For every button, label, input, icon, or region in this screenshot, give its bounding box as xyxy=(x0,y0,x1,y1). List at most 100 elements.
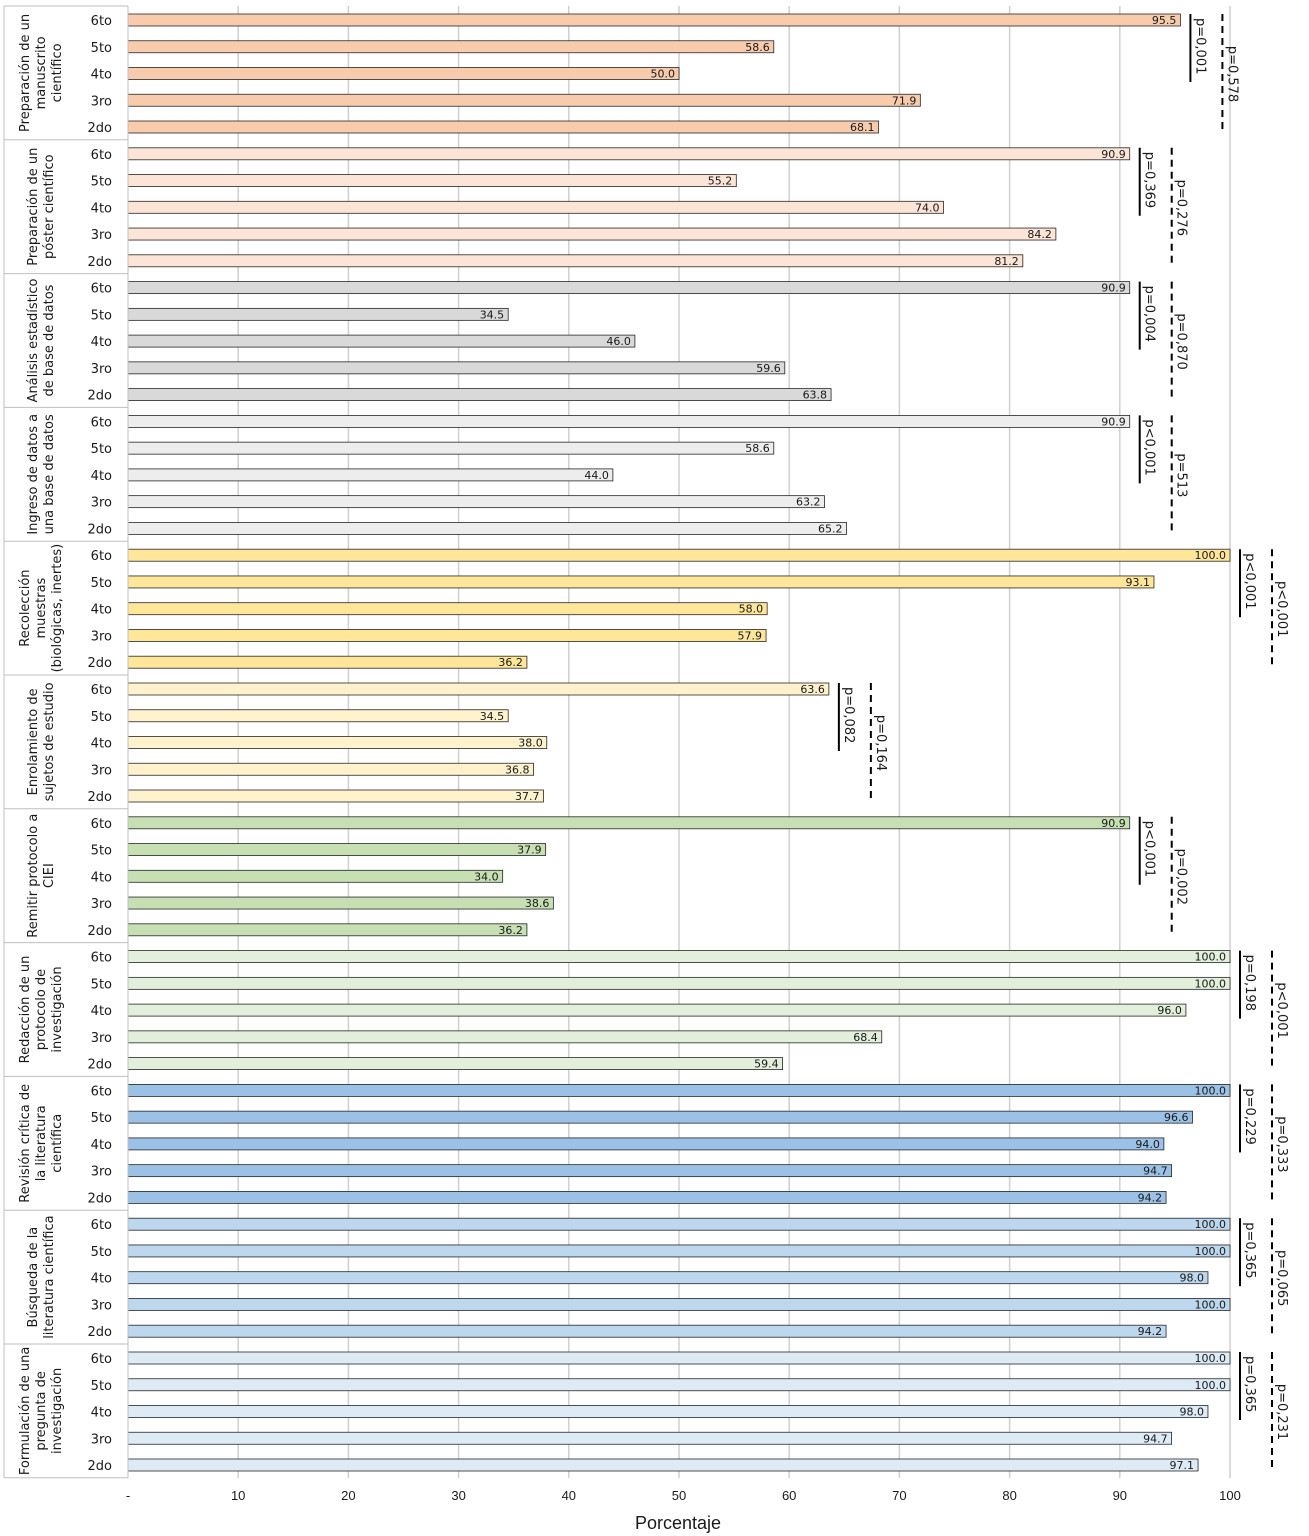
group-label-line: protocolo de xyxy=(34,969,49,1050)
group-label-line: pregunta de xyxy=(34,1371,49,1451)
category-label: 6to xyxy=(91,817,112,832)
group-label: Redacción de unprotocolo deinvestigación xyxy=(18,956,65,1064)
p-solid-label: p=0,365 xyxy=(1242,1222,1257,1278)
bar xyxy=(127,602,768,616)
p-dashed-label: p=0,164 xyxy=(873,715,888,771)
category-label: 5to xyxy=(91,710,112,725)
bar-value-label: 65.2 xyxy=(818,522,843,535)
category-label: 4to xyxy=(91,603,112,618)
category-label: 4to xyxy=(91,469,112,484)
bar xyxy=(127,13,1181,27)
category-label: 2do xyxy=(88,790,113,805)
p-solid-label: p=0,198 xyxy=(1242,955,1257,1011)
category-label: 5to xyxy=(91,41,112,56)
group-label: Preparación de unmanuscritocientífico xyxy=(18,14,65,132)
bar-value-label: 90.9 xyxy=(1101,415,1126,428)
category-label: 6to xyxy=(91,1352,112,1367)
bar-value-label: 94.7 xyxy=(1143,1165,1168,1178)
group-label-line: Análisis estadístico xyxy=(26,279,41,403)
category-label: 4to xyxy=(91,870,112,885)
group-label-line: Redacción de un xyxy=(18,956,33,1064)
group-label-line: Remitir protocolo a xyxy=(26,814,41,938)
x-tick-label: 40 xyxy=(562,1488,576,1503)
group-label-line: manuscrito xyxy=(34,36,49,109)
bar xyxy=(127,441,775,455)
bar xyxy=(127,200,944,214)
bar-value-label: 71.9 xyxy=(892,94,917,107)
category-label: 4to xyxy=(91,737,112,752)
x-tick-label: 60 xyxy=(782,1488,796,1503)
bar-value-label: 94.0 xyxy=(1135,1138,1160,1151)
bar-value-label: 100.0 xyxy=(1195,1352,1227,1365)
bar-value-label: 100.0 xyxy=(1195,1379,1227,1392)
category-label: 2do xyxy=(88,656,113,671)
p-solid-label: p<0,001 xyxy=(1142,419,1157,475)
bar-value-label: 34.0 xyxy=(474,870,499,883)
bar-value-label: 100.0 xyxy=(1195,1245,1227,1258)
bar xyxy=(127,1137,1165,1151)
p-dashed-label: p=0,870 xyxy=(1174,313,1189,369)
group-label-line: (biológicas, inertes) xyxy=(50,544,65,673)
bar-value-label: 63.2 xyxy=(796,496,821,509)
bar-value-label: 37.7 xyxy=(515,790,540,803)
bar-value-label: 100.0 xyxy=(1195,1084,1227,1097)
group-label-line: literatura científica xyxy=(42,1215,57,1338)
bar xyxy=(127,307,509,321)
bar xyxy=(127,1191,1167,1204)
bar xyxy=(127,1110,1193,1124)
p-solid-label: p=0,369 xyxy=(1142,152,1157,208)
bar-value-label: 59.6 xyxy=(756,362,781,375)
bar xyxy=(127,762,534,776)
bar-value-label: 36.8 xyxy=(505,763,530,776)
bar xyxy=(127,93,921,107)
bar-value-label: 100.0 xyxy=(1195,1298,1227,1311)
bar xyxy=(127,1084,1231,1097)
category-label: 4to xyxy=(91,1406,112,1421)
bar xyxy=(127,468,614,482)
bar-value-label: 36.2 xyxy=(498,656,523,669)
p-solid-label: p=0,001 xyxy=(1192,18,1207,74)
group-label-line: sujetos de estudio xyxy=(42,682,57,801)
bar xyxy=(127,67,680,80)
p-dashed-label: p=0,231 xyxy=(1274,1384,1289,1440)
group-label-line: una base de datos xyxy=(42,414,57,534)
bar xyxy=(127,709,509,723)
bar xyxy=(127,843,547,856)
group-label-line: investigación xyxy=(50,1368,65,1454)
group-label: Enrolamiento desujetos de estudio xyxy=(26,682,57,801)
p-dashed-label: p=0,276 xyxy=(1174,180,1189,236)
bar-value-label: 90.9 xyxy=(1101,817,1126,830)
group-label: Búsqueda de laliteratura científica xyxy=(26,1215,57,1338)
bar xyxy=(127,1324,1167,1338)
bar-value-label: 38.0 xyxy=(518,737,543,750)
bar xyxy=(127,227,1057,241)
category-label: 3ro xyxy=(91,763,112,778)
group-label: Formulación de unapregunta deinvestigaci… xyxy=(18,1347,65,1475)
category-label: 6to xyxy=(91,1084,112,1099)
category-label: 2do xyxy=(88,1058,113,1073)
p-solid-label: p=0,082 xyxy=(841,687,856,743)
bar-value-label: 37.9 xyxy=(517,844,542,857)
x-tick-label: 80 xyxy=(1002,1488,1016,1503)
category-label: 5to xyxy=(91,1245,112,1260)
bar-value-label: 100.0 xyxy=(1195,549,1227,562)
category-label: 4to xyxy=(91,1004,112,1019)
p-solid-label: p=0,229 xyxy=(1242,1088,1257,1144)
group-label-line: investigación xyxy=(50,966,65,1052)
bar-value-label: 74.0 xyxy=(915,201,940,214)
bar xyxy=(127,1244,1231,1258)
group-label: Revisión crítica dela literaturacientífi… xyxy=(18,1084,65,1203)
x-tick-label: 100 xyxy=(1219,1488,1241,1503)
category-label: 5to xyxy=(91,308,112,323)
bar xyxy=(127,1351,1231,1365)
x-axis-title: Porcentaje xyxy=(635,1513,721,1533)
bar xyxy=(127,147,1131,161)
p-solid-label: p<0,001 xyxy=(1242,553,1257,609)
bar-value-label: 94.7 xyxy=(1143,1432,1168,1445)
category-label: 3ro xyxy=(91,228,112,243)
category-label: 6to xyxy=(91,415,112,430)
category-label: 3ro xyxy=(91,1031,112,1046)
x-tick-label: 50 xyxy=(672,1488,686,1503)
group-label-line: científico xyxy=(50,43,65,102)
